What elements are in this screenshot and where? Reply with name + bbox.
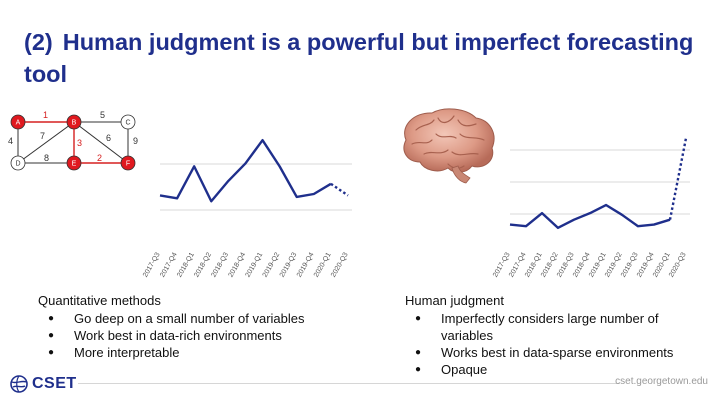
- list-item: Imperfectly considers large number of va…: [405, 310, 705, 344]
- edge-d-b: [17, 121, 75, 164]
- node-c-label: C: [125, 120, 130, 127]
- series-line: [159, 138, 332, 203]
- weight-be: 3: [77, 138, 82, 148]
- list-item: Opaque: [405, 361, 705, 378]
- graph-diagram: 1 5 4 7 6 9 3 8 2 A B C D E F: [8, 110, 138, 171]
- list-item: Go deep on a small number of variables: [38, 310, 378, 327]
- list-item: Works best in data-sparse environments: [405, 344, 705, 361]
- title-text: Human judgment is a powerful but imperfe…: [24, 29, 694, 87]
- node-d: [10, 155, 26, 171]
- weight-ab: 1: [43, 110, 48, 120]
- human-judgment-heading: Human judgment: [405, 293, 504, 308]
- logo-text: CSET: [32, 375, 77, 392]
- weight-ef: 2: [97, 153, 102, 163]
- weight-cf: 9: [133, 136, 138, 146]
- node-a: [10, 114, 26, 130]
- node-a-label: A: [16, 120, 21, 127]
- human-judgment-section: Human judgment Imperfectly considers lar…: [405, 292, 705, 378]
- node-f-label: F: [126, 161, 130, 168]
- weight-ad: 4: [8, 136, 13, 146]
- series-line: [509, 203, 671, 230]
- human-judgment-list: Imperfectly considers large number of va…: [405, 310, 705, 378]
- node-e-label: E: [72, 161, 77, 168]
- node-e: [66, 155, 82, 171]
- quantitative-methods-list: Go deep on a small number of variables W…: [38, 310, 378, 361]
- globe-icon: [10, 375, 28, 393]
- weight-db: 7: [40, 131, 45, 141]
- x-tick-label: 2020-Q3: [330, 251, 350, 278]
- node-b-label: B: [72, 120, 77, 127]
- weight-bf: 6: [106, 133, 111, 143]
- forecast-line: [668, 137, 688, 220]
- weight-bc: 5: [100, 110, 105, 120]
- left-forecast-chart: 2017-Q32017-Q42018-Q12018-Q22018-Q32018-…: [142, 138, 352, 279]
- edge-b-c2: [73, 121, 129, 164]
- slide-title: (2) Human judgment is a powerful but impe…: [24, 26, 704, 90]
- cset-logo[interactable]: CSET: [10, 373, 77, 395]
- list-item: Work best in data-rich environments: [38, 327, 378, 344]
- title-number: (2): [24, 29, 53, 55]
- quantitative-methods-section: Quantitative methods Go deep on a small …: [38, 292, 378, 361]
- right-forecast-chart: 2017-Q32017-Q42018-Q12018-Q22018-Q32018-…: [492, 137, 690, 279]
- quantitative-methods-heading: Quantitative methods: [38, 293, 161, 308]
- forecast-line: [330, 182, 349, 197]
- footer-url[interactable]: cset.georgetown.edu: [615, 376, 708, 387]
- node-d-label: D: [15, 161, 20, 168]
- brain-image: [403, 108, 495, 184]
- footer-divider: [78, 383, 620, 384]
- list-item: More interpretable: [38, 344, 378, 361]
- node-f: [120, 155, 136, 171]
- weight-de: 8: [44, 153, 49, 163]
- node-c: [120, 114, 136, 130]
- node-b: [66, 114, 82, 130]
